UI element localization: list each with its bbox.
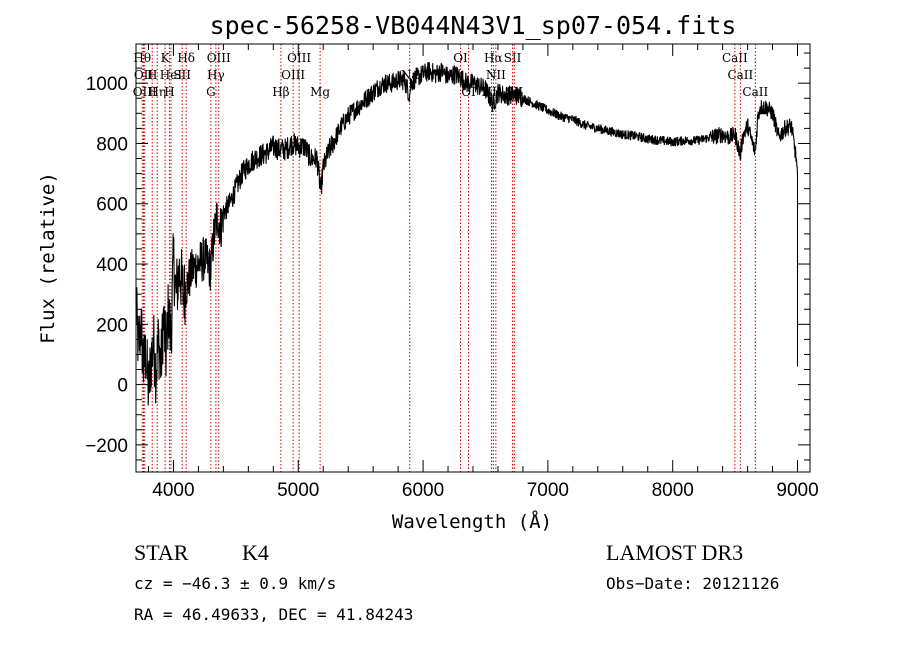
line-marker-label: K [161,51,171,65]
line-marker-label: OIII [133,85,157,99]
plot-frame [135,43,811,473]
line-marker-label: CaII [727,68,753,82]
line-marker-label: OIII [207,51,231,65]
line-marker-label: OII [134,68,154,82]
subclass: K4 [242,540,269,565]
redshift-readout: cz = −46.3 ± 0.9 km/s [134,574,336,593]
line-marker-label: NII [486,68,506,82]
y-tick-label: 0 [117,376,128,397]
line-marker-label: Hα [484,51,503,65]
obs-date: Obs−Date: 20121126 [606,574,779,593]
line-markers: HθOIIOIIIHHηKHHeISIIHδGHγOIIIHβOIIIOIIIM… [133,44,768,472]
line-marker-label: H [164,85,174,99]
spectrum-series [135,61,799,406]
y-tick-label: −200 [85,436,128,457]
object-class: STAR [134,540,189,565]
x-tick-label: 9000 [776,480,818,501]
y-axis-label: Flux (relative) [37,172,59,344]
survey-name: LAMOST DR3 [606,540,743,565]
y-tick-label: 400 [96,255,128,276]
line-marker-label: CaII [722,51,748,65]
line-marker-label: OIII [287,51,311,65]
line-marker-label: HeI [160,68,183,82]
x-tick-label: 5000 [277,480,319,501]
line-marker-label: Hδ [177,51,195,65]
line-marker-label: SII [504,51,522,65]
line-marker-label: Mg [310,85,330,99]
line-marker-label: H [147,68,157,82]
x-tick-label: 7000 [527,480,569,501]
line-marker-label: Hβ [272,85,289,99]
line-marker-label: OI [453,51,468,65]
y-tick-label: 1000 [86,74,128,95]
x-tick-label: 8000 [652,480,694,501]
axes [135,43,811,473]
x-axis-label: Wavelength (Å) [392,510,552,533]
line-marker-label: Hγ [207,68,225,82]
x-tick-label: 4000 [152,480,194,501]
y-tick-label: 200 [96,315,128,336]
y-tick-label: 600 [96,195,128,216]
line-marker-label: Hη [148,85,166,99]
chart-title: spec-56258-VB044N43V1_sp07-054.fits [210,11,737,40]
y-tick-label: 800 [96,134,128,155]
x-tick-label: 6000 [402,480,444,501]
ticks: 4000 5000 6000 7000 8000 9000 −200 0 200 400 600 80… [85,44,819,501]
line-marker-label: CaII [742,85,768,99]
coordinates: RA = 46.49633, DEC = 41.84243 [134,605,413,624]
line-marker-label: Hθ [133,51,151,65]
line-marker-label: G [206,85,216,99]
line-marker-label: OIII [281,68,305,82]
line-marker-label: SII [173,68,191,82]
spectrum-line [135,61,799,406]
